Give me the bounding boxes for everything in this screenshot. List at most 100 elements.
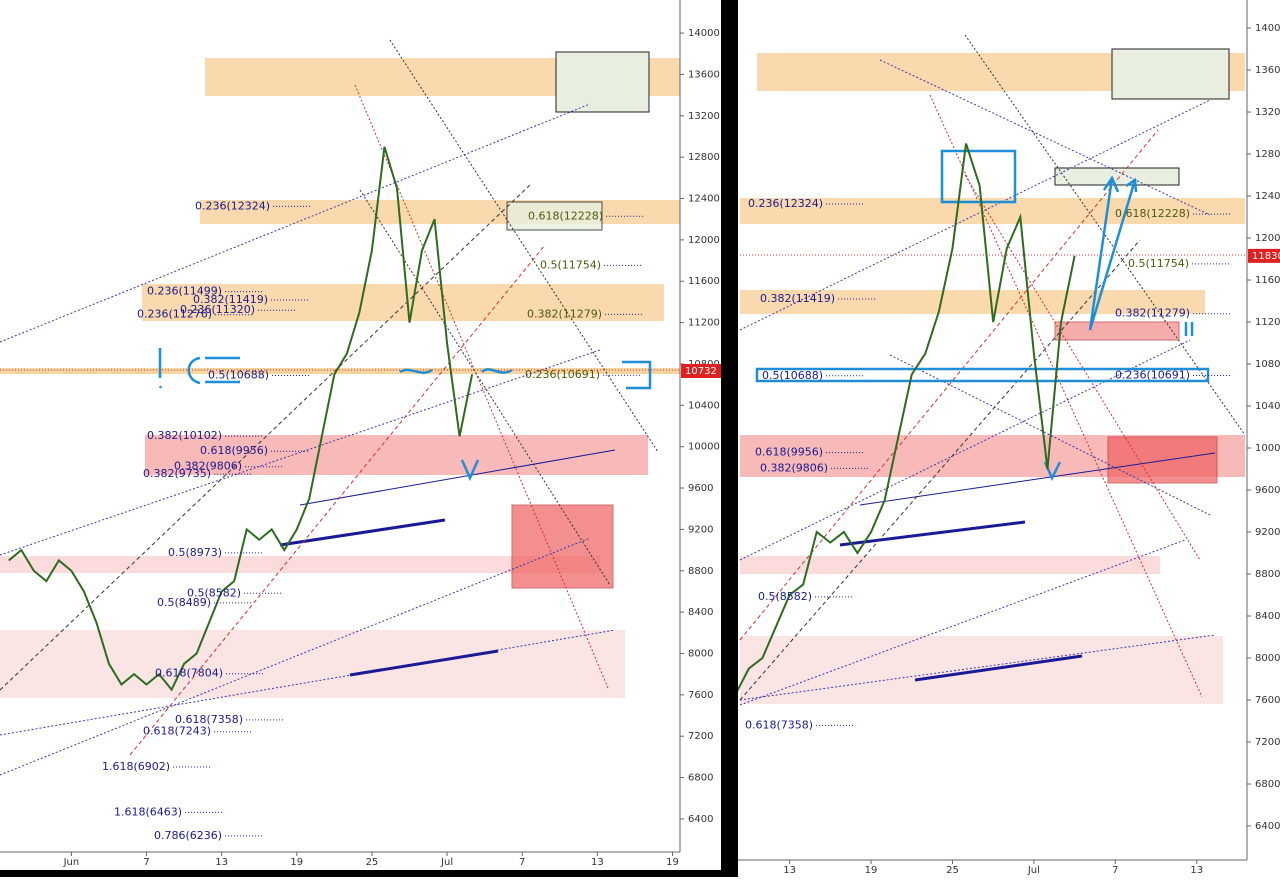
price-tag-label: 11830 — [1252, 251, 1280, 262]
fib-label: 0.786(6236) — [154, 829, 222, 842]
fib-label: 0.236(11320) — [180, 303, 255, 316]
y-tick-label: 8400 — [688, 607, 713, 618]
fib-label: 0.618(7804) — [155, 667, 223, 680]
y-tick-label: 10400 — [688, 400, 720, 411]
mark — [755, 367, 1210, 383]
mark — [1184, 322, 1194, 336]
fib-label: 0.5(8582) — [758, 590, 812, 603]
mark — [187, 356, 240, 385]
trendline — [739, 339, 1191, 561]
trendline — [879, 59, 1211, 216]
y-tick-label: 8000 — [1255, 653, 1280, 664]
y-tick-label: 10400 — [1255, 401, 1280, 412]
fib-label: 0.382(9806) — [174, 460, 242, 473]
trendline — [359, 189, 611, 586]
box — [511, 504, 614, 589]
zone — [0, 368, 680, 374]
x-tick-label: 13 — [215, 857, 228, 868]
dynamic: 6400 6800 7200 7600 8000 8400 8800 9200 9600 1000… — [8, 23, 1280, 876]
zone — [0, 630, 625, 698]
price-line — [738, 143, 1076, 692]
fib-label: 0.236(11276) — [137, 308, 212, 321]
y-tick-label: 11600 — [688, 276, 720, 287]
fib-label: 1.618(6463) — [114, 805, 182, 818]
trendline — [349, 649, 499, 677]
fib-label: 0.382(11279) — [527, 307, 602, 320]
y-tick-label: 12400 — [688, 194, 720, 205]
fib-label: 0.236(12324) — [748, 197, 823, 210]
price-line — [8, 146, 474, 692]
y-tick-label: 12800 — [688, 152, 720, 163]
trendline — [129, 244, 546, 756]
fib-label: 0.5(10688) — [762, 369, 823, 382]
y-tick-label: 9200 — [688, 524, 713, 535]
x-tick-label: 13 — [591, 857, 604, 868]
fib-label: 0.618(12228) — [1115, 207, 1190, 220]
x-tick-label: 13 — [1190, 865, 1203, 876]
fib-label: 0.382(10102) — [147, 429, 222, 442]
trendline — [739, 239, 1141, 701]
fib-label: 0.382(9806) — [760, 461, 828, 474]
trendline — [299, 449, 616, 506]
y-tick-label: 7200 — [1255, 737, 1280, 748]
fib-label: 0.618(7358) — [175, 713, 243, 726]
fib-label: 0.618(9956) — [200, 444, 268, 457]
zone — [200, 200, 680, 224]
fib-label: 0.236(11499) — [147, 285, 222, 298]
zone — [142, 284, 664, 321]
fib-label: 0.5(11754) — [540, 258, 601, 271]
fib-label: 0.618(12228) — [528, 209, 603, 222]
box — [1107, 436, 1218, 484]
y-tick-label: 11200 — [688, 318, 720, 329]
fib-label: 0.236(10691) — [1115, 368, 1190, 381]
handdrawn-right — [755, 149, 1210, 481]
y-tick-label: 8800 — [1255, 569, 1280, 580]
y-tick-label: 6400 — [1255, 821, 1280, 832]
box — [1054, 321, 1180, 341]
y-tick-label: 10000 — [688, 442, 720, 453]
y-tick-label: 9600 — [688, 483, 713, 494]
y-tick-label: 6800 — [1255, 779, 1280, 790]
trendline — [0, 184, 531, 691]
x-tick-label: 25 — [946, 865, 959, 876]
y-tick-label: 9200 — [1255, 527, 1280, 538]
y-tick-label: 13200 — [1255, 107, 1280, 118]
y-tick-label: 10800 — [1255, 359, 1280, 370]
trendline — [0, 537, 591, 776]
y-tick-label: 6800 — [688, 773, 713, 784]
y-tick-label: 7200 — [688, 731, 713, 742]
y-tick-label: 11200 — [1255, 317, 1280, 328]
fib-label: 0.236(10691) — [525, 368, 600, 381]
zone — [0, 556, 600, 573]
fib-label: 0.382(11419) — [760, 292, 835, 305]
y-tick-label: 14000 — [688, 28, 720, 39]
x-tick-label: 13 — [783, 865, 796, 876]
mark — [158, 348, 163, 389]
price-tag — [1248, 248, 1280, 263]
y-tick-label: 6400 — [688, 814, 713, 825]
trendline — [739, 99, 1211, 331]
fib-label: 0.5(10688) — [208, 369, 269, 382]
box — [506, 201, 603, 231]
x-tick-label: 19 — [290, 857, 303, 868]
mark — [622, 360, 652, 390]
mark — [940, 149, 1017, 204]
price-tag — [681, 363, 721, 378]
x-tick-label: Jun — [63, 857, 80, 868]
y-tick-label: 12400 — [1255, 191, 1280, 202]
y-tick-label: 7600 — [1255, 695, 1280, 706]
trendline — [964, 174, 1201, 561]
fib-label: 0.236(12324) — [195, 199, 270, 212]
fib-label: 0.5(8973) — [168, 546, 222, 559]
y-tick-label: 13600 — [688, 69, 720, 80]
fib-label: 0.382(9735) — [143, 467, 211, 480]
box — [1111, 48, 1230, 100]
x-tick-label: 19 — [865, 865, 878, 876]
y-tick-label: 8000 — [688, 648, 713, 659]
mark — [399, 368, 433, 374]
trendline — [839, 520, 1026, 547]
x-tick-label: 19 — [666, 857, 679, 868]
trendline — [859, 452, 1216, 506]
